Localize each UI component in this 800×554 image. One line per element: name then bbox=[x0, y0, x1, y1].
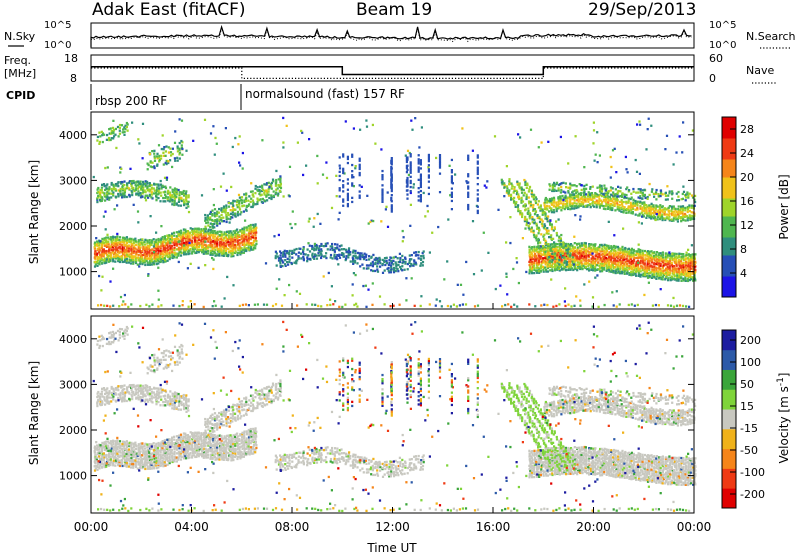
nsky-label: N.Sky bbox=[4, 30, 36, 43]
nave-series-line bbox=[91, 67, 694, 80]
velocity-colorbar: 200 100 50 15 -15 -50 -100 -200 Velocity [m s-1… bbox=[721, 329, 791, 509]
nsky-series-line bbox=[90, 24, 692, 47]
velocity-colorbar-tick: -50 bbox=[740, 444, 758, 457]
velocity-y-ticks: 1000 2000 3000 4000 bbox=[59, 333, 694, 483]
power-heatmap-data bbox=[92, 116, 697, 309]
velocity-panel: 1000 2000 3000 4000 Slant Range [km] bbox=[27, 315, 697, 514]
freq-label: Freq. bbox=[4, 54, 31, 67]
velocity-colorbar-tick: 15 bbox=[740, 400, 754, 413]
time-axis-label: Time UT bbox=[366, 541, 417, 554]
nsky-tick-top: 10^5 bbox=[44, 20, 71, 31]
time-tick-label: 08:00 bbox=[275, 520, 310, 534]
freq-unit-label: [MHz] bbox=[4, 67, 36, 80]
nsky-tick-bottom: 10^0 bbox=[44, 40, 71, 51]
cpid-mode-2: normalsound (fast) 157 RF bbox=[245, 87, 405, 101]
cpid-mode-1: rbsp 200 RF bbox=[95, 94, 167, 108]
velocity-colorbar-tick: 50 bbox=[740, 378, 754, 391]
power-colorbar-tick: 28 bbox=[740, 123, 754, 136]
power-colorbar-tick: 24 bbox=[740, 147, 754, 160]
power-panel: 1000 2000 3000 4000 Slant Range [km] bbox=[27, 111, 697, 310]
freq-series-line bbox=[91, 65, 694, 76]
power-y-ticks: 1000 2000 3000 4000 bbox=[59, 129, 694, 279]
power-colorbar-tick: 20 bbox=[740, 171, 754, 184]
nsearch-tick-top: 10^5 bbox=[709, 20, 736, 31]
time-tick-label: 20:00 bbox=[576, 520, 611, 534]
time-axis: 00:00 04:00 08:00 12:00 16:00 20:00 00:00 bbox=[74, 303, 712, 534]
noise-panel-frame bbox=[90, 22, 695, 49]
nsearch-tick-bottom: 10^0 bbox=[709, 40, 736, 51]
range-tick-label: 3000 bbox=[59, 174, 87, 187]
freq-tick-bottom: 8 bbox=[70, 72, 77, 85]
nave-tick-top: 60 bbox=[709, 52, 723, 65]
time-tick-label: 00:00 bbox=[677, 520, 712, 534]
time-tick-label: 16:00 bbox=[476, 520, 511, 534]
velocity-colorbar-label: Velocity [m s-1] bbox=[776, 373, 791, 464]
power-colorbar-tick: 4 bbox=[740, 267, 747, 280]
freq-panel: Freq. [MHz] 18 8 60 0 Nave bbox=[4, 52, 776, 85]
range-tick-label: 2000 bbox=[59, 220, 87, 233]
range-tick-label: 1000 bbox=[59, 266, 87, 279]
range-tick-label: 4000 bbox=[59, 129, 87, 142]
figure-title: Adak East (fitACF) bbox=[92, 0, 246, 20]
time-tick-label: 04:00 bbox=[174, 520, 209, 534]
range-tick-label: 4000 bbox=[59, 333, 87, 346]
velocity-colorbar-tick: 200 bbox=[740, 334, 761, 347]
range-tick-label: 3000 bbox=[59, 378, 87, 391]
power-colorbar-tick: 16 bbox=[740, 195, 754, 208]
cpid-label: CPID bbox=[6, 89, 35, 102]
nsearch-label: N.Search bbox=[746, 30, 796, 43]
nave-tick-bottom: 0 bbox=[709, 72, 716, 85]
range-tick-label: 1000 bbox=[59, 470, 87, 483]
range-tick-label: 2000 bbox=[59, 424, 87, 437]
nsearch-series-line bbox=[90, 26, 692, 43]
power-colorbar-tick: 12 bbox=[740, 219, 754, 232]
freq-tick-top: 18 bbox=[64, 52, 78, 65]
time-tick-label: 12:00 bbox=[375, 520, 410, 534]
velocity-colorbar-tick: 100 bbox=[740, 356, 761, 369]
velocity-colorbar-tick: -200 bbox=[740, 488, 765, 501]
nave-label: Nave bbox=[746, 64, 774, 77]
power-ylabel: Slant Range [km] bbox=[27, 160, 41, 264]
velocity-heatmap-data bbox=[92, 320, 697, 513]
velocity-colorbar-tick: -15 bbox=[740, 422, 758, 435]
power-colorbar: 4 8 12 16 20 24 28 Power [dB] bbox=[721, 116, 791, 298]
cpid-panel: CPID rbsp 200 RF normalsound (fast) 157 … bbox=[6, 84, 405, 110]
time-tick-label: 00:00 bbox=[74, 520, 109, 534]
power-colorbar-label: Power [dB] bbox=[777, 174, 791, 239]
noise-panel: N.Sky 10^5 10^0 10^5 10^0 N.Search bbox=[4, 20, 796, 51]
beam-label: Beam 19 bbox=[356, 0, 432, 20]
velocity-colorbar-tick: -100 bbox=[740, 466, 765, 479]
date-label: 29/Sep/2013 bbox=[588, 0, 696, 20]
power-colorbar-tick: 8 bbox=[740, 243, 747, 256]
velocity-ylabel: Slant Range [km] bbox=[27, 361, 41, 465]
